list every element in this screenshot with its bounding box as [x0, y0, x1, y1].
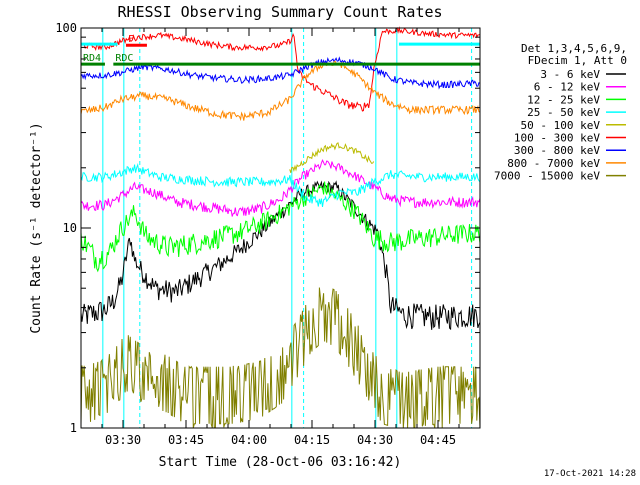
- x-tick-label-2: 04:00: [231, 433, 267, 447]
- series-line-3: [80, 163, 481, 207]
- legend: Det 1,3,4,5,6,9,FDecim 1, Att 03 - 6 keV…: [494, 42, 627, 183]
- plot-body: RD4 RDC F: [80, 26, 481, 429]
- y-tick-label-0: 1: [70, 421, 77, 435]
- series-line-7: [80, 60, 481, 122]
- series-line-2: [80, 181, 481, 273]
- x-tick-label-3: 04:15: [294, 433, 330, 447]
- legend-entry-1: 6 - 12 keV: [534, 81, 601, 94]
- state-bar-label-0: RD4: [83, 53, 101, 64]
- legend-header-0: Det 1,3,4,5,6,9,: [521, 42, 627, 55]
- state-bar-label-4: F: [128, 34, 134, 45]
- legend-entry-2: 12 - 25 keV: [527, 93, 600, 106]
- series-line-4: [289, 142, 375, 173]
- series-line-0: [80, 180, 481, 331]
- series-line-8: [80, 287, 481, 429]
- series-line-6: [80, 56, 481, 90]
- axes: 03:30 03:45 04:00 04:15 04:30 04:45 1 10 100: [55, 21, 481, 447]
- x-tick-label-0: 03:30: [105, 433, 141, 447]
- x-tick-label-5: 04:45: [420, 433, 456, 447]
- x-tick-label-1: 03:45: [168, 433, 204, 447]
- chart-title: RHESSI Observing Summary Count Rates: [117, 3, 442, 21]
- legend-entry-8: 7000 - 15000 keV: [494, 170, 600, 183]
- legend-entry-3: 25 - 50 keV: [527, 106, 600, 119]
- y-tick-label-2: 100: [55, 21, 77, 35]
- legend-entry-6: 300 - 800 keV: [514, 144, 600, 157]
- y-axis-label: Count Rate (s⁻¹ detector⁻¹): [29, 122, 44, 333]
- x-axis-label: Start Time (28-Oct-06 03:16:42): [159, 455, 402, 470]
- state-bar-label-1: RDC: [115, 53, 133, 64]
- legend-entry-4: 50 - 100 keV: [521, 119, 601, 132]
- x-tick-label-4: 04:30: [357, 433, 393, 447]
- series-line-1: [80, 158, 481, 217]
- plot-timestamp: 17-Oct-2021 14:28: [544, 469, 636, 479]
- legend-entry-7: 800 - 7000 keV: [507, 157, 600, 170]
- y-tick-label-1: 10: [63, 221, 77, 235]
- legend-entry-5: 100 - 300 keV: [514, 132, 600, 145]
- legend-header-1: FDecim 1, Att 0: [528, 54, 627, 67]
- series-line-5: [80, 26, 481, 112]
- legend-entry-0: 3 - 6 keV: [540, 68, 600, 81]
